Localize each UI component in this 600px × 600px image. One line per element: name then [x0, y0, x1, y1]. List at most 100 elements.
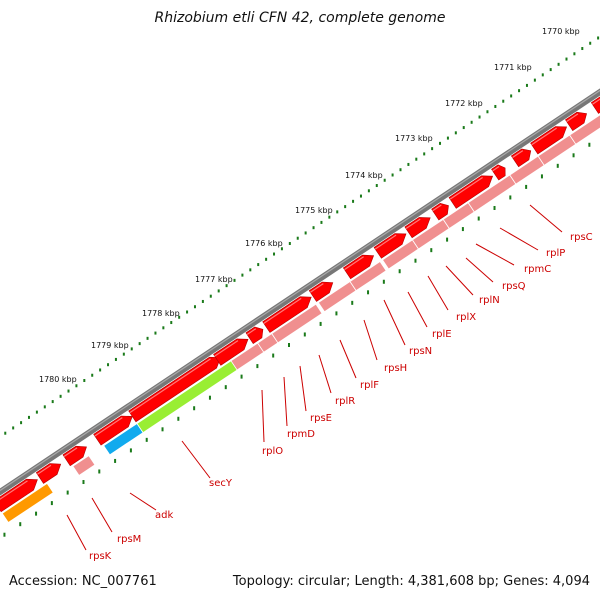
gene-label-rpsM: rpsM: [117, 534, 141, 545]
gene-label-rpsC: rpsC: [570, 232, 593, 243]
leader-rplX: [427, 275, 449, 311]
outer-dot: [510, 94, 513, 98]
gene-label-rpsH: rpsH: [384, 363, 407, 374]
forward-gene-shine-3: [63, 447, 78, 457]
outer-dot: [257, 263, 260, 267]
forward-strand-genes: [0, 96, 600, 513]
inner-dot: [461, 227, 464, 232]
outer-dot: [91, 373, 94, 377]
forward-gene-shine-15: [492, 166, 500, 172]
inner-dot: [319, 321, 322, 326]
gene-label-rplE: rplE: [432, 329, 452, 340]
inner-dot: [493, 205, 496, 210]
forward-gene-shine-1: [0, 480, 28, 500]
inner-dot: [382, 279, 385, 284]
outer-dot: [565, 57, 568, 61]
outer-dot: [336, 210, 339, 214]
forward-gene-shine-11: [374, 234, 397, 250]
outer-dot: [201, 299, 204, 303]
outer-dot: [273, 252, 276, 256]
backbone-highlight: [0, 89, 600, 492]
outer-dot: [391, 173, 394, 177]
outer-dot: [122, 352, 125, 356]
inner-dot: [367, 290, 370, 295]
forward-gene-12: [404, 217, 431, 239]
outer-dot: [4, 431, 7, 435]
inner-dot: [145, 437, 148, 442]
outer-dot: [352, 199, 355, 203]
outer-dot: [35, 410, 38, 414]
leader-rplN: [445, 265, 474, 296]
outer-dot: [304, 231, 307, 235]
outer-dot: [67, 389, 70, 393]
leader-secY: [181, 440, 211, 479]
backbone-line: [0, 88, 600, 496]
outer-dot: [589, 41, 592, 45]
forward-gene-4: [93, 415, 133, 446]
inner-dot: [193, 406, 196, 411]
forward-gene-shine-6: [214, 340, 239, 357]
outer-dot: [359, 194, 362, 198]
leader-rplP: [499, 227, 539, 251]
outer-dot: [557, 62, 560, 66]
scale-tick-label: 1774 kbp: [345, 171, 383, 180]
inner-dot: [224, 385, 227, 390]
outer-dot: [328, 215, 331, 219]
gene-label-rpmD: rpmD: [287, 429, 315, 440]
outer-dot: [249, 268, 252, 272]
outer-dot: [146, 336, 149, 340]
inner-dot: [66, 490, 69, 495]
forward-gene-shine-14: [449, 176, 483, 200]
inner-dot: [303, 332, 306, 337]
outer-dot: [20, 421, 23, 425]
leader-rpsK: [66, 514, 87, 551]
reverse-gene-9: [349, 260, 387, 292]
outer-dot: [233, 278, 236, 282]
leader-rpsM: [91, 497, 113, 533]
forward-gene-10: [342, 254, 375, 280]
leader-rpsH: [363, 319, 378, 361]
forward-gene-17: [530, 126, 568, 155]
inner-dot: [414, 258, 417, 263]
inner-dot: [256, 364, 259, 369]
inner-dot: [509, 195, 512, 200]
outer-dot: [581, 47, 584, 51]
outer-dot: [383, 178, 386, 182]
scale-tick-label: 1771 kbp: [494, 63, 532, 72]
forward-gene-18: [565, 111, 587, 132]
outer-dot: [533, 78, 536, 82]
outer-dot: [494, 104, 497, 108]
outer-dot: [320, 220, 323, 224]
forward-gene-shine-19: [592, 98, 600, 105]
inner-dot: [556, 163, 559, 168]
inner-dot: [35, 511, 38, 516]
outer-dot: [312, 226, 315, 230]
inner-dot: [540, 174, 543, 179]
outer-dot: [154, 331, 157, 335]
inner-dot: [98, 469, 101, 474]
forward-gene-8: [262, 296, 312, 333]
inner-dot: [161, 427, 164, 432]
forward-gene-6: [213, 338, 249, 366]
outer-tick-track: [4, 36, 600, 435]
outer-dot: [518, 89, 521, 93]
forward-gene-shine-10: [344, 256, 364, 271]
leader-rplF: [339, 339, 357, 379]
forward-gene-shine-5: [129, 358, 211, 414]
outer-dot: [446, 136, 449, 140]
reverse-strand-genes: [1, 114, 600, 524]
outer-dot: [415, 157, 418, 161]
forward-gene-shine-16: [512, 150, 524, 159]
inner-dot: [351, 300, 354, 305]
outer-dot: [375, 184, 378, 188]
outer-dot: [367, 189, 370, 193]
forward-gene-shine-8: [263, 297, 302, 324]
gene-label-adk: adk: [155, 510, 173, 521]
outer-dot: [12, 426, 15, 430]
outer-dot: [470, 120, 473, 124]
outer-dot: [162, 326, 165, 330]
gene-label-rpsN: rpsN: [409, 346, 432, 357]
leader-rpsQ: [465, 257, 494, 283]
